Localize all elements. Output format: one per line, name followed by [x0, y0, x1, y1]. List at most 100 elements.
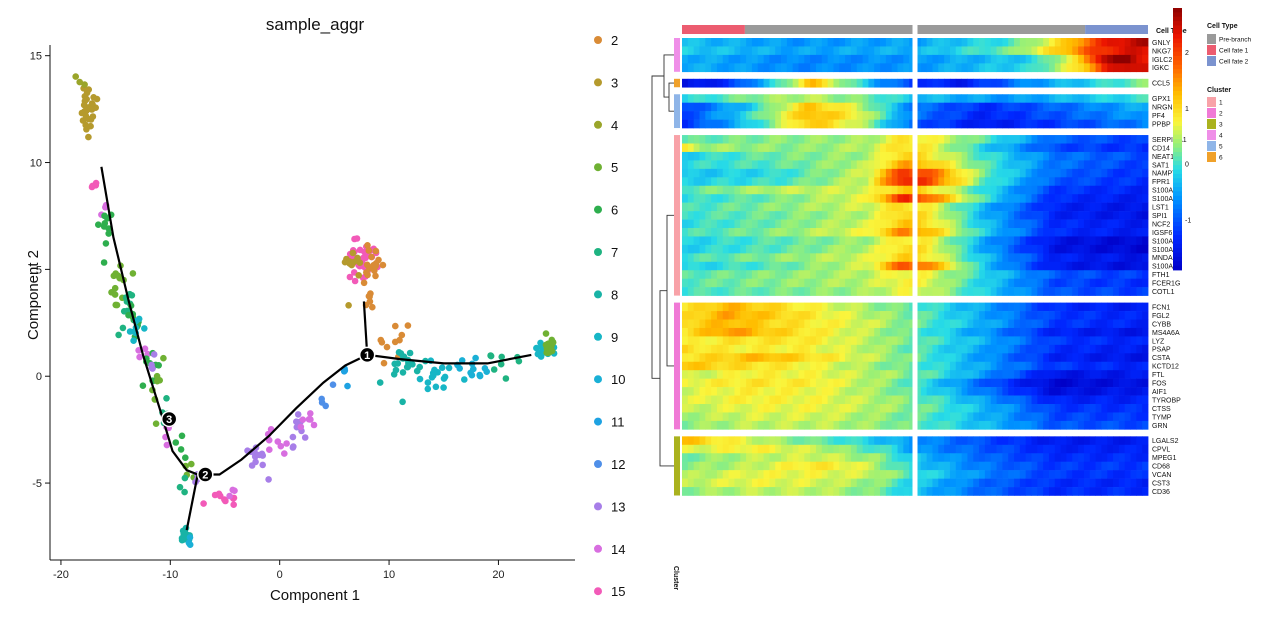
heatmap-cell — [722, 194, 730, 203]
heatmap-cell — [711, 395, 718, 405]
heatmap-cell — [827, 453, 834, 462]
heatmap-cell — [938, 470, 945, 479]
heatmap-cell — [810, 370, 817, 379]
heatmap-cell — [1037, 404, 1044, 413]
heatmap-cell — [740, 278, 747, 288]
heatmap-cell — [880, 185, 887, 195]
gene-label: MS4A6A — [1152, 330, 1180, 337]
heatmap-cell — [716, 236, 724, 246]
heatmap-cell — [874, 270, 881, 279]
heatmap-cell — [1014, 453, 1021, 462]
heatmap-cell — [1031, 361, 1038, 371]
heatmap-cell — [1124, 487, 1131, 496]
heatmap-cell — [693, 387, 700, 396]
data-point — [178, 536, 186, 544]
heatmap-cell — [804, 46, 811, 56]
heatmap-cell — [728, 160, 735, 170]
heatmap-cell — [1136, 353, 1143, 363]
heatmap-cell — [1025, 102, 1032, 112]
heatmap-cell — [1002, 78, 1009, 88]
data-point — [281, 450, 288, 457]
heatmap-cell — [792, 78, 799, 88]
heatmap-cell — [856, 395, 863, 405]
heatmap-cell — [967, 487, 974, 496]
heatmap-cell — [1043, 327, 1050, 337]
heatmap-cell — [1014, 261, 1021, 271]
heatmap-cell — [897, 370, 904, 379]
heatmap-cell — [880, 63, 887, 73]
heatmap-cell — [862, 387, 869, 396]
heatmap-cell — [856, 478, 863, 488]
heatmap-cell — [915, 461, 922, 471]
heatmap-cell — [804, 177, 811, 187]
heatmap-cell — [1136, 470, 1143, 479]
heatmap-cell — [979, 336, 986, 346]
heatmap-cell — [932, 38, 939, 47]
heatmap-cell — [1089, 38, 1096, 47]
heatmap-cell — [973, 270, 980, 279]
heatmap-cell — [868, 395, 875, 405]
heatmap-cell — [868, 160, 875, 170]
colorbar-segment — [1173, 51, 1182, 57]
heatmap-cell — [1078, 319, 1085, 329]
heatmap-cell — [845, 94, 852, 103]
heatmap-cell — [880, 287, 887, 296]
heatmap-cell — [1113, 453, 1120, 462]
heatmap-cell — [1002, 404, 1009, 413]
heatmap-cell — [786, 111, 794, 120]
heatmap-cell — [1113, 102, 1120, 112]
heatmap-cell — [1008, 470, 1015, 479]
heatmap-cell — [938, 228, 945, 237]
heatmap-cell — [984, 420, 992, 430]
heatmap-cell — [926, 444, 933, 454]
heatmap-cell — [734, 278, 741, 288]
heatmap-cell — [682, 319, 689, 329]
heatmap-cell — [1130, 244, 1137, 254]
heatmap-cell — [932, 278, 939, 288]
heatmap-cell — [734, 270, 741, 279]
heatmap-cell — [781, 361, 788, 371]
heatmap-cell — [716, 119, 724, 129]
heatmap-cell — [769, 102, 776, 112]
heatmap-cell — [868, 270, 875, 279]
heatmap-cell — [740, 236, 747, 246]
heatmap-cell — [996, 327, 1003, 337]
cluster-legend-label: 4 — [1219, 133, 1223, 140]
heatmap-cell — [850, 202, 858, 212]
heatmap-cell — [734, 46, 741, 56]
heatmap-cell — [682, 228, 689, 237]
heatmap-cell — [1130, 353, 1137, 363]
heatmap-cell — [751, 38, 759, 47]
heatmap-cell — [845, 111, 852, 120]
heatmap-cell — [1037, 487, 1044, 496]
heatmap-cell — [734, 177, 741, 187]
heatmap-cell — [926, 311, 933, 320]
heatmap-cell — [1118, 302, 1126, 312]
heatmap-cell — [915, 387, 922, 396]
heatmap-cell — [903, 487, 910, 496]
heatmap-cell — [897, 78, 904, 88]
heatmap-cell — [932, 78, 939, 88]
heatmap-cell — [874, 111, 881, 120]
heatmap-cell — [810, 185, 817, 195]
heatmap-cell — [1089, 54, 1096, 64]
colorbar-segment — [1173, 38, 1182, 44]
heatmap-cell — [850, 287, 858, 296]
heatmap-cell — [850, 177, 858, 187]
heatmap-cell — [1136, 168, 1143, 178]
heatmap-cell — [1072, 478, 1079, 488]
heatmap-cell — [1095, 387, 1102, 396]
heatmap-cell — [967, 194, 974, 203]
heatmap-cell — [845, 185, 852, 195]
heatmap-cell — [961, 327, 968, 337]
heatmap-cell — [786, 185, 794, 195]
heatmap-cell — [833, 261, 840, 271]
heatmap-cell — [1083, 236, 1091, 246]
heatmap-cell — [1101, 378, 1108, 388]
heatmap-cell — [1089, 119, 1096, 129]
heatmap-cell — [792, 478, 799, 488]
x-tick-label: 20 — [492, 569, 504, 581]
heatmap-cell — [1043, 412, 1050, 422]
heatmap-cell — [891, 160, 898, 170]
heatmap-cell — [990, 94, 997, 103]
